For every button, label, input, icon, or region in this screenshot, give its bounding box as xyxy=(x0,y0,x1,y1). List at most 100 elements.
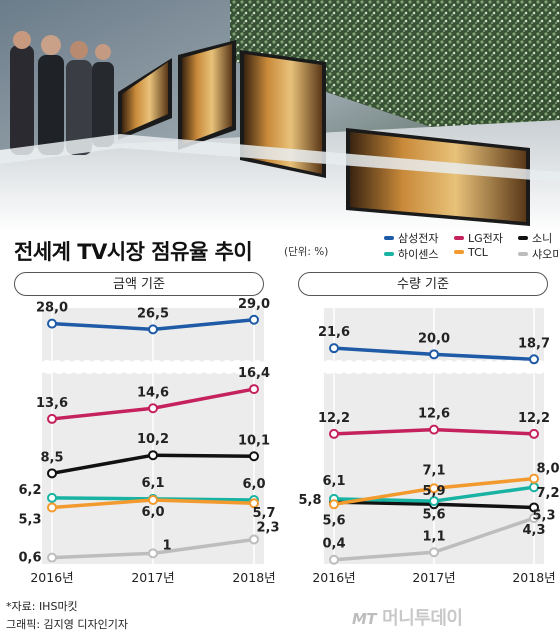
legend-item-tcl: TCL xyxy=(454,246,488,259)
data-label: 5,8 xyxy=(298,493,321,508)
credit-text: 그래픽: 김지영 디자인기자 xyxy=(6,618,129,631)
legend-label: 삼성전자 xyxy=(398,232,439,245)
tv-screens xyxy=(96,40,530,226)
legend-swatch xyxy=(518,252,528,256)
chart-revenue-plot: 28,0 26,5 29,0 13,6 14,6 16,4 8,5 10,2 10,1 6,2 6,… xyxy=(18,297,279,585)
data-point xyxy=(429,483,439,494)
data-label: 5,9 xyxy=(422,484,445,499)
data-label: 13,6 xyxy=(36,396,68,411)
legend-item-lg: LG전자 xyxy=(454,230,503,246)
legend-label: TCL xyxy=(468,246,488,259)
data-label: 7,1 xyxy=(422,463,445,478)
unit-label: (단위: %) xyxy=(284,246,329,258)
data-label: 8,0 xyxy=(536,462,559,477)
data-label: 12,6 xyxy=(418,407,450,422)
data-point xyxy=(47,318,57,329)
legend-swatch xyxy=(454,250,464,254)
x-tick-label: 2016년 xyxy=(312,570,355,585)
data-point xyxy=(47,552,57,563)
data-label: 0,4 xyxy=(322,537,345,552)
tv-exhibition-photo xyxy=(0,0,560,232)
chart-volume-plot: 21,6 20,0 18,712,2 12,6 12,25,85,6 5,36,15,9 7… xyxy=(298,308,560,585)
source-note: *자료: IHS마킷 그래픽: 김지영 디자인기자 xyxy=(6,598,128,634)
legend-label: 소니 xyxy=(532,232,553,245)
data-label: 8,5 xyxy=(40,450,63,465)
data-label: 6,1 xyxy=(141,476,164,491)
x-tick-label: 2017년 xyxy=(131,570,174,585)
data-label: 21,6 xyxy=(318,325,350,340)
data-label: 20,0 xyxy=(418,331,450,346)
people-silhouettes xyxy=(10,31,114,155)
data-label: 0,6 xyxy=(18,551,41,566)
data-label: 5,3 xyxy=(18,512,41,527)
data-point xyxy=(329,343,339,354)
data-label: 18,7 xyxy=(518,336,550,351)
legend: 삼성전자 LG전자 소니 하이센스 TCL 샤오미 xyxy=(378,230,560,264)
x-tick-label: 2017년 xyxy=(412,570,455,585)
legend-swatch xyxy=(454,236,464,240)
legend-item-samsung: 삼성전자 xyxy=(384,230,438,246)
data-point xyxy=(148,403,158,414)
legend-label: LG전자 xyxy=(468,232,503,245)
chart-volume: 수량 기준 21,6 20,0 18,7 12,2 12,6 12,2 5,8 5,6 5,3 6… xyxy=(282,272,560,594)
legend-swatch xyxy=(518,236,528,240)
data-label: 16,4 xyxy=(238,366,270,381)
logo-text: 머니투데이 xyxy=(382,608,463,629)
data-label: 28,0 xyxy=(36,301,68,316)
axis-break xyxy=(34,360,272,374)
logo-mt: MT xyxy=(352,610,377,628)
data-point xyxy=(429,496,439,507)
legend-label: 하이센스 xyxy=(398,248,439,261)
x-tick-label: 2018년 xyxy=(232,570,275,585)
data-label: 7,2 xyxy=(536,486,559,501)
source-text: *자료: IHS마킷 xyxy=(6,600,78,613)
data-label: 6,2 xyxy=(18,483,41,498)
panel-title-volume: 수량 기준 xyxy=(298,272,548,296)
data-point xyxy=(148,495,158,505)
legend-item-xiaomi: 샤오미 xyxy=(518,246,560,262)
data-label: 26,5 xyxy=(137,306,169,321)
legend-swatch xyxy=(384,252,394,256)
data-point xyxy=(529,473,539,484)
data-label: 5,3 xyxy=(532,508,555,523)
axis-break xyxy=(314,360,554,374)
data-label: 12,2 xyxy=(518,411,550,426)
data-point xyxy=(329,499,339,510)
data-label: 10,2 xyxy=(137,432,169,447)
legend-item-sony: 소니 xyxy=(518,230,552,246)
x-tick-label: 2018년 xyxy=(512,570,555,585)
panel-title-revenue: 금액 기준 xyxy=(14,272,264,296)
data-point xyxy=(529,428,539,439)
data-label: 29,0 xyxy=(238,297,270,312)
legend-label: 샤오미 xyxy=(532,248,560,261)
data-point xyxy=(47,413,57,424)
data-point xyxy=(148,548,158,559)
legend-swatch xyxy=(384,236,394,240)
data-point xyxy=(529,513,539,524)
data-point xyxy=(249,314,259,325)
data-point xyxy=(249,534,259,545)
data-point xyxy=(249,384,259,395)
data-label: 6,0 xyxy=(141,505,164,520)
data-point xyxy=(47,492,57,503)
data-point xyxy=(148,450,158,461)
chart-main-title: 전세계 TV시장 점유율 추이 xyxy=(14,240,253,264)
data-label: 1,1 xyxy=(422,529,445,544)
title-row: 전세계 TV시장 점유율 추이 (단위: %) xyxy=(14,236,554,270)
publisher-logo: MT 머니투데이 xyxy=(352,604,463,630)
data-label: 10,1 xyxy=(238,433,270,448)
header-photo xyxy=(0,0,560,232)
data-label: 6,0 xyxy=(242,477,265,492)
x-tick-label: 2016년 xyxy=(30,570,73,585)
data-label: 5,7 xyxy=(252,506,275,521)
data-point xyxy=(529,502,539,513)
data-point xyxy=(249,498,259,509)
chart-revenue: 금액 기준 28,0 26,5 29,0 13,6 14,6 16,4 8,5 10,2 10,… xyxy=(0,272,280,594)
data-point xyxy=(329,428,339,439)
data-point xyxy=(249,451,259,462)
data-point xyxy=(429,547,439,558)
data-label: 2,3 xyxy=(256,520,279,535)
legend-item-hisense: 하이센스 xyxy=(384,246,438,262)
data-label: 5,6 xyxy=(422,507,445,522)
data-point xyxy=(429,424,439,435)
